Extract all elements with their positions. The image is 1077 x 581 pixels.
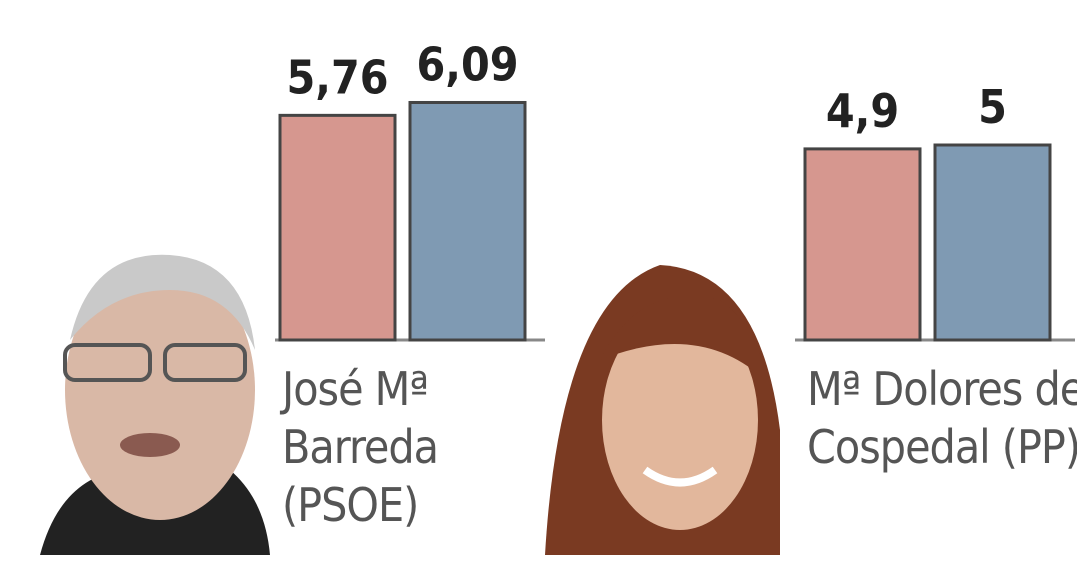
bar (805, 149, 920, 340)
photo-cospedal (545, 265, 780, 555)
chart-canvas: 5,76 6,09 4,9 5 (0, 0, 1077, 581)
value-label: 5 (978, 80, 1007, 134)
category-label: Mª Dolores de Cospedal (PP) (807, 360, 1077, 476)
value-label: 6,09 (416, 37, 518, 91)
bar (280, 115, 395, 340)
bar (935, 145, 1050, 340)
category-label: José Mª Barreda (PSOE) (282, 360, 472, 534)
chart: 5,76 6,09 4,9 5 José Mª Barreda (PSOE) Mª Do… (0, 0, 1077, 581)
bar (410, 102, 525, 340)
value-label: 5,76 (286, 50, 388, 104)
value-label: 4,9 (826, 84, 899, 138)
photo-barreda (40, 255, 270, 555)
